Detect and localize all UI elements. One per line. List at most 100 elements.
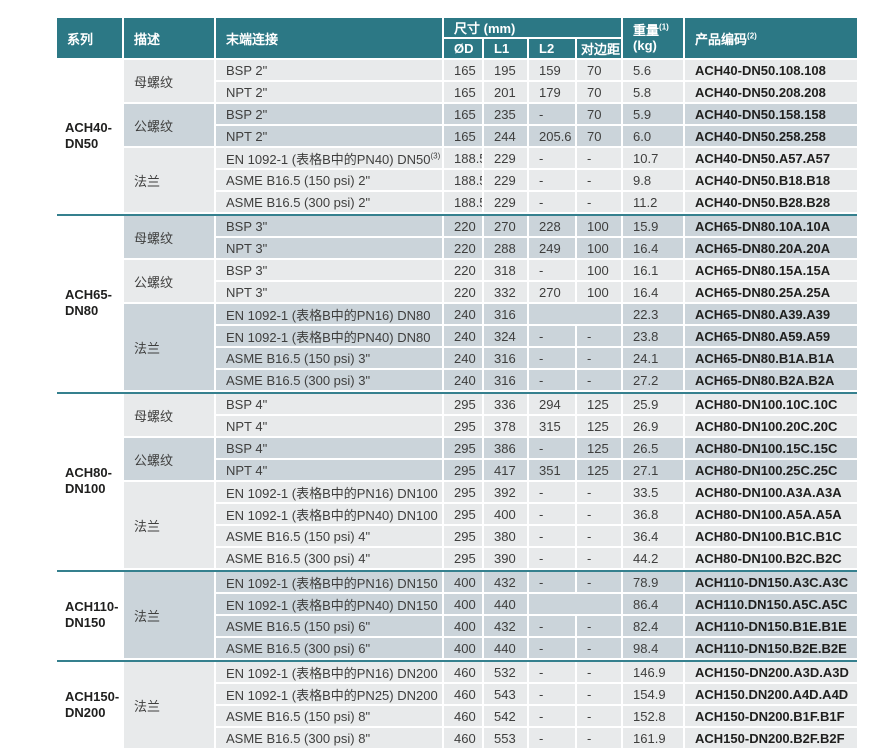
od-cell: 220 xyxy=(443,216,484,238)
product-code-cell: ACH65-DN80.B2A.B2A xyxy=(684,369,858,392)
group-separator xyxy=(57,213,858,216)
l1-cell: 270 xyxy=(483,216,529,238)
product-code-cell: ACH110-DN150.B2E.B2E xyxy=(684,637,858,660)
connection-cell: BSP 4" xyxy=(215,394,444,416)
product-code-cell: ACH80-DN100.15C.15C xyxy=(684,437,858,460)
series-label-line: ACH40- xyxy=(65,120,112,135)
weight-cell: 22.3 xyxy=(622,303,686,326)
product-spec-table: 系列 描述 末端连接 尺寸 (mm) 重量(1) (kg) 产品编码(2) ØD… xyxy=(57,18,858,750)
l2-cell: - xyxy=(528,369,577,392)
connection-cell: ASME B16.5 (300 psi) 2" xyxy=(215,191,444,214)
flats-cell: - xyxy=(576,683,624,706)
product-code-cell: ACH110-DN150.B1E.B1E xyxy=(684,615,858,638)
flats-cell: 100 xyxy=(576,216,624,238)
group-separator xyxy=(57,391,858,394)
l1-cell: 432 xyxy=(483,572,529,594)
connection-cell: ASME B16.5 (150 psi) 4" xyxy=(215,525,444,548)
description-cell: 公螺纹 xyxy=(123,437,216,482)
l1-cell: 201 xyxy=(483,81,529,104)
series-label-line: ACH65- xyxy=(65,287,112,302)
weight-cell: 33.5 xyxy=(622,481,686,504)
l2-cell: 315 xyxy=(528,415,577,438)
connection-cell: ASME B16.5 (150 psi) 6" xyxy=(215,615,444,638)
l1-cell: 316 xyxy=(483,347,529,370)
weight-cell: 152.8 xyxy=(622,705,686,728)
table-row: EN 1092-1 (表格B中的PN40) DN100 295 400- -36.8 A… xyxy=(57,503,858,526)
l2-cell: 205.6 xyxy=(528,125,577,148)
table-row: NPT 2" 165 244 205.6 70 6.0 ACH40-DN50.258.258 xyxy=(57,125,858,148)
l1-cell: 400 xyxy=(483,503,529,526)
weight-cell: 161.9 xyxy=(622,727,686,750)
connection-cell: ASME B16.5 (150 psi) 2" xyxy=(215,169,444,192)
table-row: 公螺纹 BSP 2" 165 235-70 5.9 ACH40-DN50.158.158 xyxy=(57,103,858,148)
weight-cell: 26.5 xyxy=(622,437,686,460)
col-header-l2: L2 xyxy=(528,38,577,60)
weight-footnote-marker: (1) xyxy=(659,22,669,32)
table-row: EN 1092-1 (表格B中的PN40) DN80 240 324- -23.8 AC… xyxy=(57,325,858,348)
connection-cell: NPT 2" xyxy=(215,125,444,148)
flats-cell: - xyxy=(576,147,624,170)
l2-cell: - xyxy=(528,705,577,728)
table-row: ASME B16.5 (150 psi) 4" 295 380- -36.4 ACH80… xyxy=(57,525,858,548)
connection-cell: BSP 2" xyxy=(215,103,444,126)
table-row: EN 1092-1 (表格B中的PN25) DN200 460 543- -154.9… xyxy=(57,683,858,706)
weight-cell: 154.9 xyxy=(622,683,686,706)
l1-cell: 244 xyxy=(483,125,529,148)
l1-cell: 229 xyxy=(483,169,529,192)
table-row: ASME B16.5 (300 psi) 4" 295 390- -44.2 ACH80… xyxy=(57,547,858,570)
weight-cell: 6.0 xyxy=(622,125,686,148)
description-cell: 公螺纹 xyxy=(123,259,216,304)
flats-cell: - xyxy=(576,503,624,526)
flats-cell: - xyxy=(576,525,624,548)
connection-cell: NPT 4" xyxy=(215,459,444,482)
table-row: 法兰 EN 1092-1 (表格B中的PN16) DN100 295 392- -33.… xyxy=(57,481,858,570)
flats-cell: - xyxy=(576,169,624,192)
od-cell: 188.5 xyxy=(443,191,484,214)
weight-unit: (kg) xyxy=(633,38,657,53)
weight-cell: 10.7 xyxy=(622,147,686,170)
description-cell: 母螺纹 xyxy=(123,59,216,104)
series-label-line: DN200 xyxy=(65,705,106,720)
connection-cell: EN 1092-1 (表格B中的PN40) DN150 xyxy=(215,593,444,616)
group-separator-line xyxy=(57,569,858,572)
table-row: ASME B16.5 (150 psi) 6" 400 432- -82.4 ACH11… xyxy=(57,615,858,638)
product-code-cell: ACH40-DN50.158.158 xyxy=(684,103,858,126)
product-code-cell: ACH65-DN80.B1A.B1A xyxy=(684,347,858,370)
l1-cell: 432 xyxy=(483,615,529,638)
l2-cell: 270 xyxy=(528,281,577,304)
series-label-line: DN50 xyxy=(65,136,99,151)
l2-flats-blank-cell xyxy=(528,303,624,326)
weight-cell: 9.8 xyxy=(622,169,686,192)
od-cell: 188.5 xyxy=(443,147,484,170)
l2-cell: - xyxy=(528,662,577,684)
od-cell: 460 xyxy=(443,727,484,750)
weight-cell: 16.4 xyxy=(622,281,686,304)
series-label-line: ACH80- xyxy=(65,465,112,480)
col-header-flats: 对边距 xyxy=(576,38,624,60)
od-cell: 220 xyxy=(443,259,484,282)
flats-cell: - xyxy=(576,662,624,684)
series-cell: ACH150- DN200 xyxy=(57,662,124,750)
weight-cell: 27.2 xyxy=(622,369,686,392)
weight-label: 重量 xyxy=(633,23,660,38)
connection-cell: NPT 2" xyxy=(215,81,444,104)
l2-cell: - xyxy=(528,347,577,370)
connection-cell: BSP 3" xyxy=(215,216,444,238)
weight-cell: 23.8 xyxy=(622,325,686,348)
flats-cell: - xyxy=(576,615,624,638)
weight-cell: 16.4 xyxy=(622,237,686,260)
l2-cell: - xyxy=(528,525,577,548)
group-separator xyxy=(57,569,858,572)
table-row: ASME B16.5 (300 psi) 3" 240 316- -27.2 ACH65… xyxy=(57,369,858,392)
flats-cell: - xyxy=(576,191,624,214)
flats-cell: 125 xyxy=(576,459,624,482)
l2-cell: - xyxy=(528,191,577,214)
table-row: NPT 3" 220 288 249 100 16.4 ACH65-DN80.20A.20A xyxy=(57,237,858,260)
l1-cell: 229 xyxy=(483,147,529,170)
l1-cell: 316 xyxy=(483,369,529,392)
table-row: NPT 3" 220 332 270 100 16.4 ACH65-DN80.25A.25A xyxy=(57,281,858,304)
table-row: NPT 4" 295 417 351 125 27.1 ACH80-DN100.25C.25… xyxy=(57,459,858,482)
description-cell: 公螺纹 xyxy=(123,103,216,148)
connection-cell: EN 1092-1 (表格B中的PN40) DN80 xyxy=(215,325,444,348)
description-cell: 法兰 xyxy=(123,572,216,660)
